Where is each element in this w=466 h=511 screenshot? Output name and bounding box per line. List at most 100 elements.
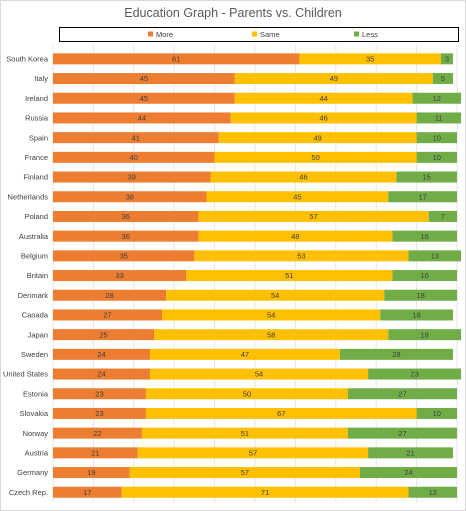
bar-more (53, 73, 235, 85)
data-label-more: 61 (172, 54, 180, 63)
bar-same (214, 151, 417, 163)
data-label-less: 17 (418, 192, 426, 201)
bar-less (347, 427, 457, 439)
category-label: Britain (27, 271, 48, 280)
data-label-same: 51 (241, 429, 249, 438)
category-label: Russia (25, 114, 49, 123)
category-label: Denmark (18, 291, 49, 300)
data-label-same: 50 (311, 153, 319, 162)
data-label-same: 54 (271, 291, 279, 300)
bar-same (198, 210, 429, 222)
bar-more (53, 270, 187, 282)
bar-same (137, 447, 369, 459)
bar-more (53, 191, 207, 203)
bar-same (210, 171, 397, 183)
data-label-more: 21 (91, 448, 99, 457)
data-label-less: 18 (412, 311, 420, 320)
data-label-less: 7 (441, 212, 445, 221)
category-label: Netherlands (8, 192, 49, 201)
bar-less (412, 92, 462, 104)
data-label-same: 54 (267, 311, 275, 320)
bar-more (53, 289, 167, 301)
data-label-more: 35 (120, 251, 128, 260)
category-label: Spain (29, 133, 48, 142)
bar-same (145, 388, 348, 400)
data-label-same: 57 (309, 212, 317, 221)
category-label: Finland (23, 173, 48, 182)
bar-more (53, 467, 130, 479)
data-label-same: 58 (267, 330, 275, 339)
data-label-more: 24 (97, 370, 105, 379)
bar-less (408, 250, 462, 262)
category-label: Poland (25, 212, 48, 221)
bar-less (347, 388, 457, 400)
data-label-less: 13 (431, 251, 439, 260)
data-label-same: 44 (320, 94, 328, 103)
data-label-less: 23 (410, 370, 418, 379)
bar-more (53, 250, 195, 262)
data-label-same: 57 (249, 448, 257, 457)
bar-less (416, 151, 457, 163)
bar-more (53, 112, 231, 124)
data-label-less: 10 (433, 133, 441, 142)
data-label-more: 17 (83, 488, 91, 497)
bar-same (121, 486, 409, 498)
data-label-more: 38 (126, 192, 134, 201)
bar-less (408, 486, 457, 498)
chart-title: Education Graph - Parents vs. Children (124, 6, 342, 20)
data-label-more: 28 (105, 291, 113, 300)
data-label-less: 10 (433, 153, 441, 162)
category-label: Austria (25, 448, 49, 457)
bar-more (53, 92, 235, 104)
category-label: Estonia (23, 389, 49, 398)
bar-more (53, 230, 199, 242)
data-label-less: 28 (392, 350, 400, 359)
bar-same (154, 329, 389, 341)
bar-same (141, 427, 348, 439)
data-label-more: 41 (132, 133, 140, 142)
category-label: France (25, 153, 48, 162)
data-label-more: 44 (138, 114, 146, 123)
category-label: South Korea (6, 54, 49, 63)
data-label-same: 46 (320, 114, 328, 123)
bar-less (368, 447, 453, 459)
data-label-same: 45 (293, 192, 301, 201)
bar-same (162, 309, 381, 321)
bar-more (53, 151, 215, 163)
data-label-less: 18 (416, 291, 424, 300)
data-label-less: 21 (406, 448, 414, 457)
bar-same (234, 92, 413, 104)
data-label-same: 71 (261, 488, 269, 497)
category-label: Germany (17, 468, 48, 477)
bar-same (145, 407, 417, 419)
legend-swatch-more (148, 31, 153, 37)
data-label-same: 57 (241, 468, 249, 477)
data-label-less: 5 (441, 74, 445, 83)
bar-less (432, 73, 453, 85)
bar-more (53, 407, 146, 419)
data-label-less: 27 (398, 429, 406, 438)
bar-less (440, 53, 453, 65)
data-label-more: 36 (122, 212, 130, 221)
bar-more (53, 348, 150, 360)
bar-same (234, 73, 433, 85)
bar-more (53, 447, 138, 459)
data-label-more: 19 (87, 468, 95, 477)
bar-more (53, 388, 146, 400)
bar-same (299, 53, 441, 65)
legend-label-more: More (156, 30, 173, 39)
data-label-more: 40 (130, 153, 138, 162)
data-label-same: 54 (255, 370, 263, 379)
legend-box (59, 27, 459, 42)
data-label-less: 12 (433, 94, 441, 103)
bar-more (53, 132, 219, 144)
data-label-less: 10 (433, 409, 441, 418)
bar-less (360, 467, 457, 479)
bar-more (53, 486, 122, 498)
bar-less (396, 171, 457, 183)
data-label-same: 47 (241, 350, 249, 359)
data-label-more: 36 (122, 232, 130, 241)
data-label-less: 18 (421, 330, 429, 339)
data-label-same: 51 (285, 271, 293, 280)
